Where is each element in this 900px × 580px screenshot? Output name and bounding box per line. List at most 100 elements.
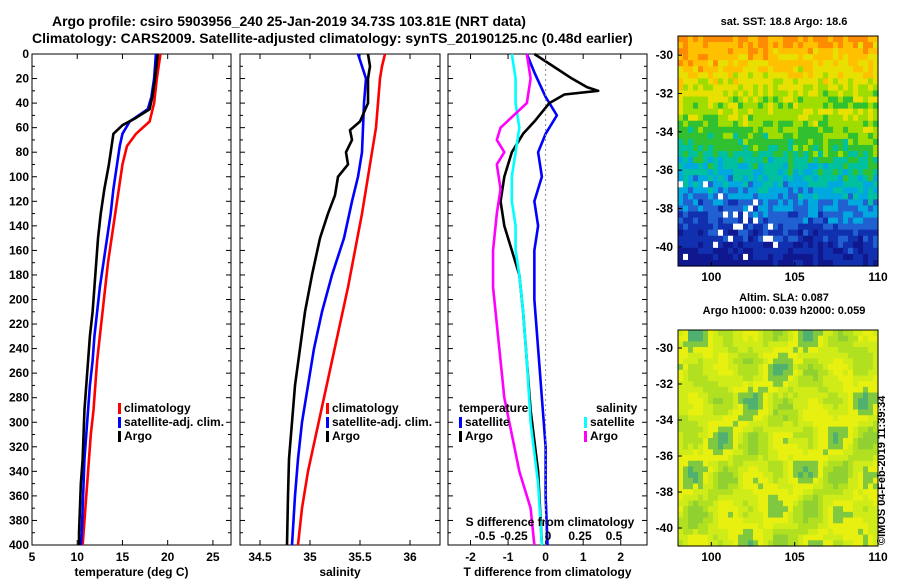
sst-map-cell <box>698 48 704 55</box>
sst-map-cell <box>738 211 744 219</box>
sst-map-cell <box>783 42 789 49</box>
sla-map-cell <box>778 455 784 462</box>
sst-map-cell <box>768 241 774 249</box>
sla-map-cell <box>738 506 744 513</box>
sla-map-cell <box>783 460 789 468</box>
sla-map-cell <box>813 528 819 536</box>
sla-map-cell <box>848 415 854 422</box>
sla-map-cell <box>683 398 689 405</box>
sla-map-cell <box>813 449 819 456</box>
sla-map-cell <box>848 466 854 473</box>
sla-map-cell <box>773 347 779 354</box>
sla-map-cell <box>808 477 814 485</box>
sla-map-cell <box>833 494 839 502</box>
sla-map-cell <box>798 494 804 502</box>
sla-map-cell <box>843 540 849 547</box>
sst-map-cell <box>678 175 684 182</box>
sla-map-cell <box>823 420 829 428</box>
sst-map-cell <box>768 126 774 134</box>
sst-map-cell <box>863 90 869 98</box>
sla-map-cell <box>778 375 784 382</box>
sst-map-cell <box>818 96 824 104</box>
sst-map-cell <box>813 36 819 43</box>
sla-map-cell <box>778 466 784 473</box>
sla-map-cell <box>768 511 774 519</box>
sst-map-cell <box>793 138 799 146</box>
sst-map-cell <box>768 163 774 170</box>
sst-map-cell <box>728 169 734 176</box>
sla-map-cell <box>753 466 759 473</box>
sla-map-cell <box>768 449 774 456</box>
sst-map-cell <box>738 48 744 55</box>
sst-map-cell <box>733 175 739 182</box>
sla-map-cell <box>708 517 714 524</box>
sla-map-cell <box>758 381 764 388</box>
sla-map-cell <box>708 398 714 405</box>
sla-map-cell <box>713 381 719 388</box>
sla-map-cell <box>753 375 759 382</box>
sla-map-cell <box>823 398 829 405</box>
sla-map-cell <box>848 403 854 411</box>
sla-map-cell <box>688 409 694 416</box>
sst-map-cell <box>723 66 729 73</box>
sst-map-cell <box>838 66 844 73</box>
sla-map-cell <box>863 500 869 507</box>
sla-map-cell <box>828 438 834 445</box>
sla-map-cell <box>818 500 824 507</box>
sst-map-cell <box>783 217 789 225</box>
sla-map-cell <box>783 381 789 388</box>
sst-map-cell <box>758 42 764 49</box>
sst-map-cell <box>838 187 844 194</box>
sla-map-cell <box>803 352 809 360</box>
sla-map-cell <box>803 500 809 507</box>
sst-map-cell <box>828 211 834 219</box>
sst-map-cell <box>853 217 859 225</box>
sst-map-cell <box>748 241 754 249</box>
sla-map-cell <box>873 517 879 524</box>
sst-map-cell <box>853 193 859 201</box>
sla-map-cell <box>713 375 719 382</box>
sst-map-cell <box>693 90 699 98</box>
sst-map-cell <box>848 54 854 61</box>
sst-map-cell <box>728 96 734 104</box>
sla-map-cell <box>723 460 729 468</box>
sst-map-cell <box>808 54 814 61</box>
sst-map-cell <box>863 126 869 134</box>
sla-map-cell <box>783 330 789 337</box>
sla-map-cell <box>713 341 719 348</box>
sla-map-cell <box>718 466 724 473</box>
sst-map-cell <box>693 211 699 219</box>
sla-map-cell <box>738 511 744 519</box>
sst-map-cell <box>798 114 804 122</box>
sla-map-cell <box>748 438 754 445</box>
sst-map-cell <box>703 78 709 86</box>
sla-map-cell <box>698 347 704 354</box>
sla-map-cell <box>678 472 684 479</box>
sla-map-cell <box>733 534 739 541</box>
sst-map-cell <box>823 114 829 122</box>
sst-map-cell <box>868 42 874 49</box>
sla-map-cell <box>743 335 749 342</box>
sla-map-cell <box>803 358 809 365</box>
sst-map-cell <box>773 48 779 55</box>
sla-map-cell <box>718 386 724 394</box>
sst-map-cell <box>873 48 879 55</box>
sla-map-cell <box>858 392 864 399</box>
sla-map-cell <box>753 472 759 479</box>
sla-map-cell <box>678 500 684 507</box>
sla-map-cell <box>843 483 849 490</box>
sst-map-cell <box>693 144 699 152</box>
sst-map-cell <box>713 217 719 225</box>
sst-map-cell <box>753 217 759 225</box>
sla-map-cell <box>703 523 709 530</box>
sla-map-cell <box>808 500 814 507</box>
sla-map-cell <box>808 460 814 468</box>
sla-map-cell <box>703 386 709 394</box>
sst-map-cell <box>683 259 689 267</box>
sst-map-cell <box>758 205 764 213</box>
sla-map-cell <box>703 528 709 536</box>
sst-map-cell <box>833 54 839 61</box>
sla-map-y-tick-label: -30 <box>656 341 674 355</box>
sst-map-cell <box>788 247 794 255</box>
difference-salinity-legend-swatch <box>584 431 587 442</box>
